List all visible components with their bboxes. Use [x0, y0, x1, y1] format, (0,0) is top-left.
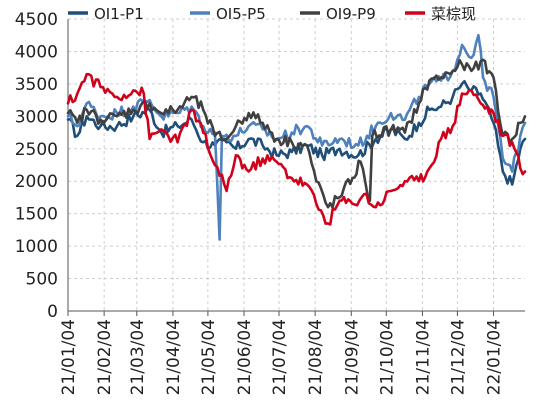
legend: OI1-P1 OI5-P5 OI9-P9 菜棕现	[68, 5, 476, 23]
y-tick-label: 2000	[15, 172, 58, 192]
x-tick-label: 21/11/04	[413, 319, 433, 395]
x-tick-label: 21/05/04	[199, 319, 219, 395]
legend-label: 菜棕现	[431, 5, 476, 23]
legend-label: OI9-P9	[326, 5, 376, 23]
y-tick-label: 500	[26, 270, 58, 290]
y-tick-label: 1500	[15, 205, 58, 225]
x-tick-label: 21/01/04	[59, 319, 79, 395]
series-lines	[66, 33, 527, 241]
y-tick-label: 0	[47, 302, 58, 322]
x-tick-label: 21/03/04	[128, 319, 148, 395]
legend-label: OI1-P1	[94, 5, 144, 23]
x-tick-label: 21/06/04	[235, 319, 255, 395]
x-tick-label: 21/02/04	[95, 319, 115, 395]
x-tick-label: 21/07/04	[270, 319, 290, 395]
x-tick-label: 21/09/04	[342, 319, 362, 395]
x-tick-label: 22/01/04	[485, 319, 505, 395]
y-tick-label: 4000	[15, 42, 58, 62]
x-tick-label: 21/12/04	[448, 319, 468, 395]
x-tick-label: 21/04/04	[164, 319, 184, 395]
y-tick-label: 1000	[15, 237, 58, 257]
x-tick-label: 21/10/04	[377, 319, 397, 395]
series-line-4	[66, 72, 527, 226]
y-tick-label: 4500	[15, 10, 58, 30]
y-tick-label: 3000	[15, 107, 58, 127]
legend-label: OI5-P5	[216, 5, 266, 23]
x-tick-label: 21/08/04	[306, 319, 326, 395]
y-tick-label: 2500	[15, 140, 58, 160]
axes: 0 500 1000 1500 2000 2500 3000 3500 4000 4500 21/0…	[15, 10, 525, 395]
y-tick-label: 3500	[15, 75, 58, 95]
